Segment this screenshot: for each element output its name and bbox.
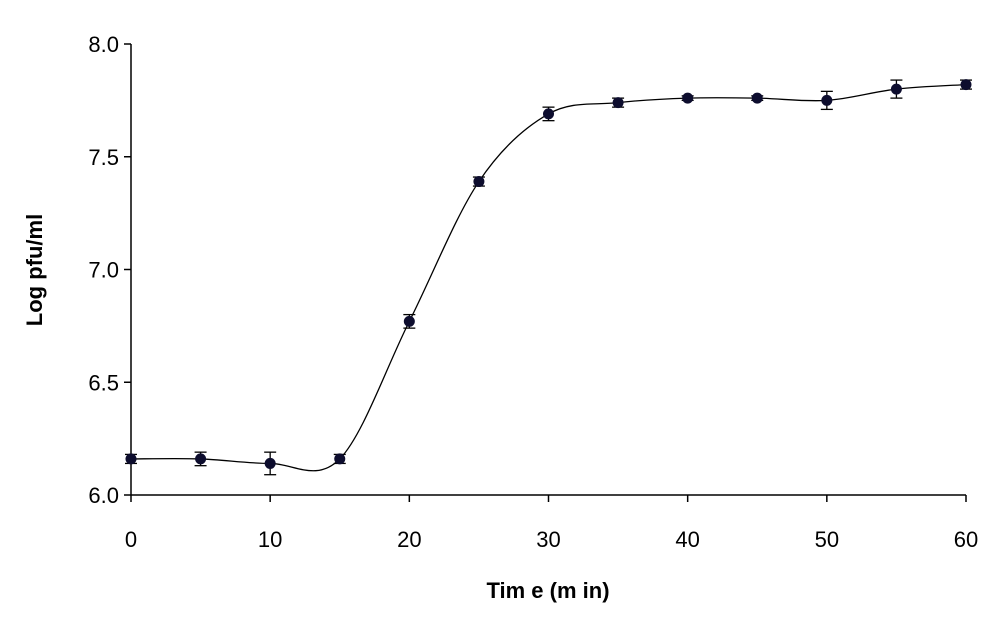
x-tick-label: 60 [954,527,978,552]
data-point [125,453,137,465]
x-tick-label: 20 [397,527,421,552]
y-tick-label: 6.0 [88,483,119,508]
data-point [612,97,624,109]
y-axis-title: Log pfu/ml [22,214,47,326]
data-point [264,457,276,469]
data-point [890,83,902,95]
data-point [751,92,763,104]
y-tick-label: 8.0 [88,32,119,57]
x-ticks: 0 10 20 30 40 50 60 [125,495,978,552]
data-markers [125,79,972,469]
y-tick-label: 7.0 [88,258,119,283]
data-point [473,176,485,188]
series-line [130,83,967,472]
data-point [195,453,207,465]
data-point [334,453,346,465]
data-point [821,94,833,106]
x-axis-title: Tim e (m in) [486,578,609,603]
y-tick-label: 7.5 [88,145,119,170]
data-point [960,79,972,91]
y-tick-label: 6.5 [88,370,119,395]
x-tick-label: 30 [536,527,560,552]
data-point [403,315,415,327]
x-tick-label: 40 [675,527,699,552]
data-point [543,108,554,120]
error-bars [125,79,972,476]
x-tick-label: 10 [258,527,282,552]
x-tick-label: 0 [125,527,137,552]
x-tick-label: 50 [815,527,839,552]
data-point [682,92,694,104]
y-ticks: 6.0 6.5 7.0 7.5 8.0 [88,32,131,508]
